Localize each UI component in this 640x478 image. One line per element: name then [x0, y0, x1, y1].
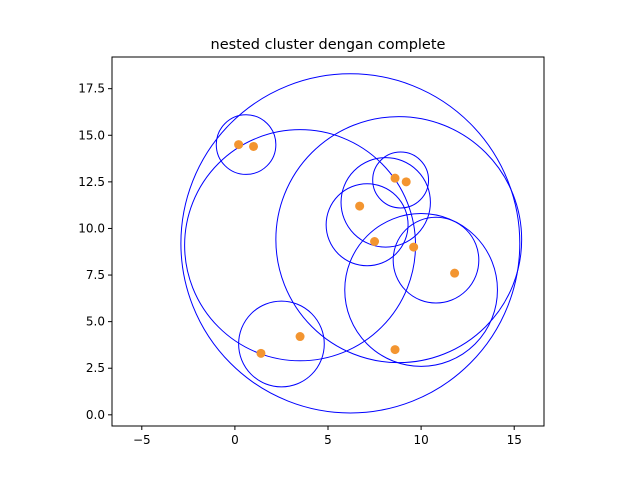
data-point [409, 242, 419, 252]
cluster-circle [184, 129, 417, 362]
data-point [355, 201, 365, 211]
cluster-circles [180, 73, 523, 414]
x-tick-label: 10 [413, 433, 428, 447]
data-point [256, 348, 266, 358]
y-tick-label: 15.0 [78, 128, 105, 142]
cluster-circle [372, 151, 430, 209]
cluster-circle [340, 157, 431, 248]
data-point [390, 345, 400, 355]
y-tick-label: 12.5 [78, 175, 105, 189]
cluster-circle [238, 300, 325, 388]
plot-frame [111, 56, 545, 427]
data-point [249, 141, 259, 151]
cluster-circle [344, 213, 498, 367]
data-point [450, 268, 460, 278]
data-points [234, 140, 460, 358]
x-tick-label: 15 [507, 433, 522, 447]
x-tick-label: 0 [231, 433, 239, 447]
y-tick-label: 0.0 [86, 408, 105, 422]
x-tick-label: −5 [133, 433, 151, 447]
y-tick-label: 17.5 [78, 82, 105, 96]
y-tick-label: 5.0 [86, 315, 105, 329]
y-tick-label: 7.5 [86, 268, 105, 282]
x-axis: −5 0 5 10 15 [133, 426, 522, 447]
cluster-circle [392, 216, 480, 304]
chart-title: nested cluster dengan complete [211, 37, 446, 53]
data-point [390, 173, 400, 183]
x-tick-label: 5 [324, 433, 332, 447]
data-point [401, 177, 411, 187]
y-axis: 0.0 2.5 5.0 7.5 10.0 12.5 15.0 17.5 [78, 82, 112, 422]
data-point [295, 332, 305, 342]
y-tick-label: 2.5 [86, 361, 105, 375]
cluster-circle [215, 114, 277, 175]
y-tick-label: 10.0 [78, 221, 105, 235]
cluster-circle [325, 183, 409, 267]
cluster-circle [180, 73, 521, 414]
data-point [234, 140, 244, 150]
cluster-circle [275, 116, 523, 364]
data-point [370, 237, 380, 246]
